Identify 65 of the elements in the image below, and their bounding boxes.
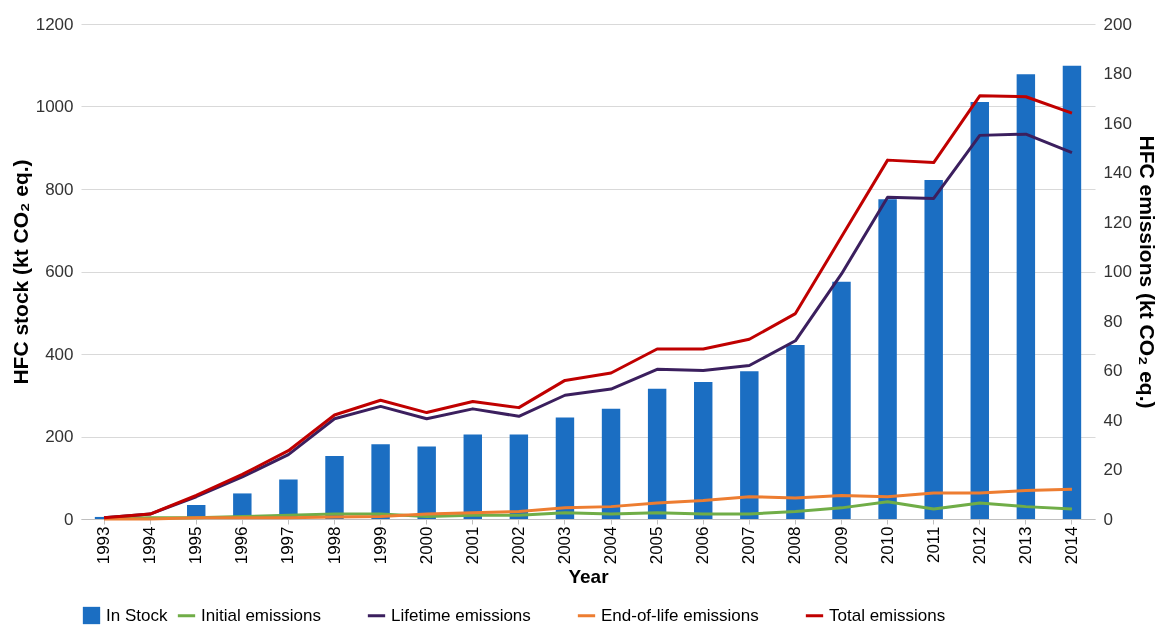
bar	[371, 444, 390, 519]
x-tick-label: 2014	[1061, 526, 1081, 565]
legend-label: Total emissions	[829, 605, 946, 625]
x-tick-label: 1997	[278, 526, 298, 565]
x-tick-label: 2010	[877, 526, 897, 565]
x-tick-label: 1994	[140, 526, 160, 565]
x-tick-label: 2012	[969, 526, 989, 565]
y2-tick-label: 100	[1103, 262, 1132, 281]
bar	[740, 371, 759, 519]
bar	[878, 199, 897, 519]
bar	[647, 388, 667, 519]
x-tick-label: 2001	[462, 526, 482, 565]
y2-tick-label: 120	[1103, 212, 1132, 232]
x-tick-label: 2006	[693, 526, 713, 565]
bar	[786, 344, 805, 519]
legend-label: Lifetime emissions	[391, 605, 531, 625]
bar	[555, 417, 575, 519]
y2-tick-label: 140	[1103, 163, 1132, 182]
y-tick-label: 800	[45, 179, 74, 199]
x-axis-title: Year	[568, 566, 610, 588]
y-axis-title: HFC stock (kt CO₂ eq.)	[8, 159, 32, 385]
x-tick-label: 2002	[508, 526, 528, 565]
bar	[509, 434, 529, 519]
bar	[1062, 65, 1082, 519]
bar	[325, 455, 344, 519]
legend-label: Initial emissions	[201, 605, 321, 625]
x-tick-label: 1999	[370, 526, 390, 565]
bar	[417, 446, 436, 519]
x-tick-label: 1998	[324, 526, 344, 565]
x-tick-label: 2003	[554, 526, 574, 565]
y2-tick-label: 20	[1103, 460, 1123, 479]
y-tick-label: 0	[64, 509, 74, 529]
y-tick-label: 200	[45, 427, 74, 446]
x-tick-label: 1993	[94, 526, 114, 565]
bar	[601, 408, 621, 519]
x-tick-label: 2005	[647, 526, 667, 565]
bar	[694, 382, 713, 519]
x-tick-label: 2013	[1015, 526, 1035, 565]
x-tick-label: 2008	[785, 526, 805, 565]
x-tick-label: 2011	[923, 526, 943, 564]
y2-tick-label: 60	[1103, 361, 1123, 380]
legend-label: End-of-life emissions	[601, 605, 759, 625]
y-tick-label: 600	[45, 262, 74, 281]
x-tick-label: 2000	[416, 526, 436, 565]
x-tick-label: 2009	[831, 526, 851, 565]
bar	[463, 434, 482, 519]
bar	[1016, 74, 1036, 519]
y2-tick-label: 160	[1103, 113, 1132, 133]
y-tick-label: 400	[45, 344, 74, 364]
y2-tick-label: 200	[1103, 14, 1132, 34]
y2-tick-label: 180	[1103, 64, 1132, 83]
y2-tick-label: 40	[1103, 410, 1123, 430]
bar	[832, 281, 851, 519]
bar	[970, 101, 989, 519]
bar	[924, 179, 943, 519]
legend-label: In Stock	[106, 605, 168, 625]
x-tick-label: 1996	[232, 526, 252, 565]
y2-tick-label: 80	[1103, 311, 1123, 331]
y-tick-label: 1000	[35, 97, 74, 116]
x-tick-label: 2007	[739, 526, 759, 565]
y2-axis-title: HFC emissions (kt CO₂ eq.)	[1135, 135, 1159, 409]
x-tick-label: 1995	[186, 526, 206, 565]
y-tick-label: 1200	[35, 14, 74, 34]
x-tick-label: 2004	[601, 526, 621, 565]
y2-tick-label: 0	[1103, 509, 1113, 529]
